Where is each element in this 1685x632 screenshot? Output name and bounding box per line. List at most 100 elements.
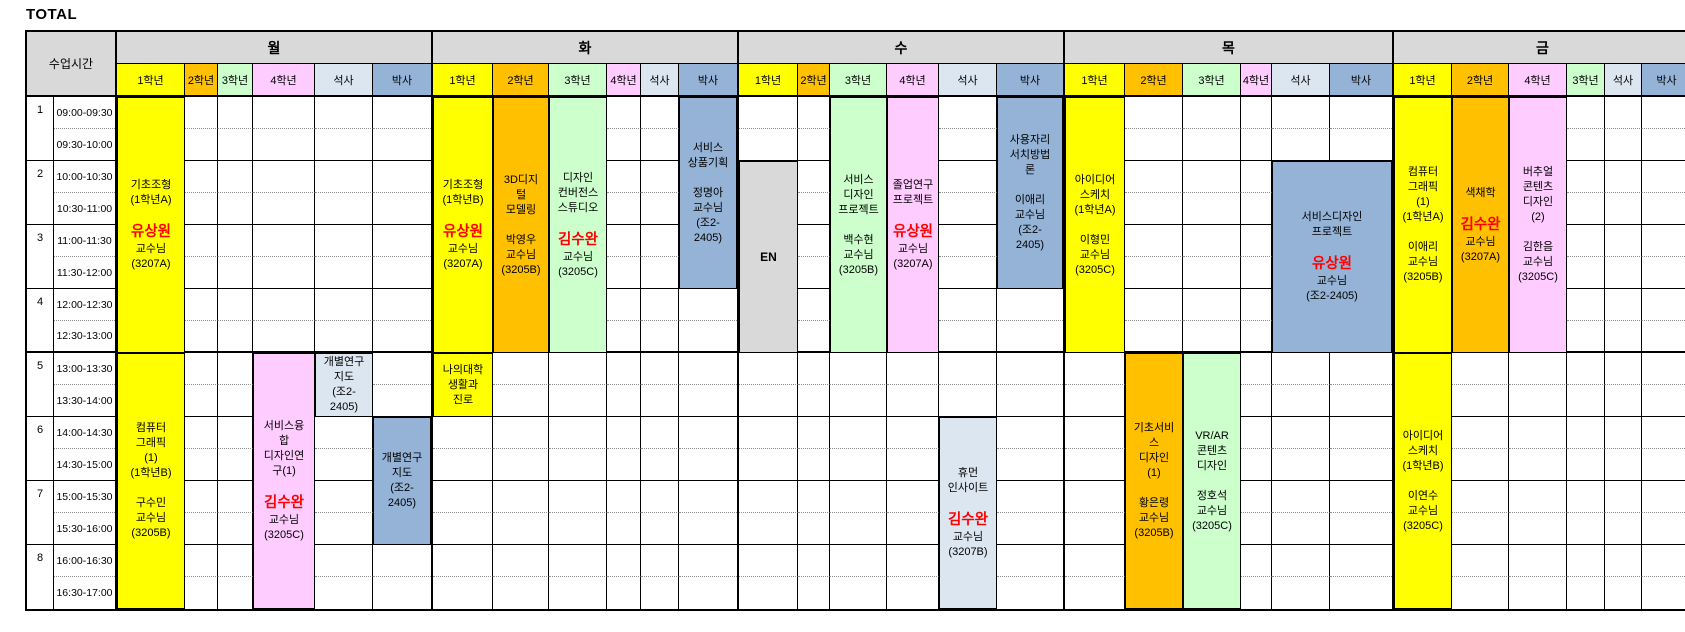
grid-cell <box>1642 289 1685 321</box>
class-block-line: (1학년A) <box>1074 203 1116 216</box>
grid-cell <box>1605 545 1642 577</box>
class-block: EN <box>739 161 798 353</box>
time-slot-label: 15:30-16:00 <box>54 513 115 545</box>
grade-header: 3학년 <box>1183 64 1241 97</box>
grid-cell <box>1452 417 1509 449</box>
class-block-line: (1학년B) <box>1402 459 1444 472</box>
grade-header: 석사 <box>641 64 679 97</box>
grid-cell <box>1125 129 1183 161</box>
grid-cell <box>373 257 431 289</box>
grid-cell <box>887 545 939 577</box>
time-slot-label: 09:30-10:00 <box>54 129 115 161</box>
class-block-line: (3205C) <box>1403 519 1443 532</box>
class-block-line: (3207A) <box>893 258 933 270</box>
grade-header: 박사 <box>1642 64 1685 97</box>
grid-cell <box>549 353 607 385</box>
class-block-line <box>998 178 1062 193</box>
grid-cell <box>739 385 798 417</box>
time-slot-label: 13:00-13:30 <box>54 353 115 385</box>
class-block-line: (3205C) <box>1075 263 1115 276</box>
grid-cell <box>679 353 737 385</box>
grid-cell <box>315 545 373 577</box>
grid-cell <box>1330 97 1392 129</box>
grid-cell <box>798 577 830 609</box>
grid-cell <box>1452 449 1509 481</box>
grid-cell <box>433 481 493 513</box>
grid-cell <box>798 545 830 577</box>
grid-cell <box>798 385 830 417</box>
grid-cell <box>798 225 830 257</box>
professor-name: 김수완 <box>557 231 599 248</box>
grid-cell <box>1183 225 1241 257</box>
grade-header: 1학년 <box>117 64 185 97</box>
grid-cell <box>1605 577 1642 609</box>
class-block-line: 2405) <box>693 231 723 244</box>
grid-cell <box>549 545 607 577</box>
grid-cell <box>641 545 679 577</box>
grade-header: 2학년 <box>1452 64 1509 97</box>
grid-cell <box>315 417 373 449</box>
class-block-line: 합 <box>278 435 290 447</box>
class-block-line: (3205C) <box>264 529 304 541</box>
grid-cell <box>607 225 641 257</box>
grid-cell <box>641 513 679 545</box>
class-block-line <box>1453 201 1508 216</box>
grid-cell <box>185 321 218 353</box>
class-block: 서비스 디자인 프로젝트 백수현 교수님 (3205B) <box>830 97 887 353</box>
class-block-line: 교수님 <box>1407 504 1439 517</box>
grid-cell <box>1605 97 1642 129</box>
grid-cell <box>218 577 253 609</box>
time-column-header: 수업시간 <box>27 32 115 97</box>
class-block: 휴먼 인사이트 김수완 교수님 (3207B) <box>939 417 997 609</box>
grid-cell <box>185 353 218 385</box>
timetable-grid: 수업시간 1 09:00-09:30 09:30-10:00 2 10:00-10:30 1… <box>25 30 1685 611</box>
grid-cell <box>1567 193 1605 225</box>
grid-cell <box>887 513 939 545</box>
class-block-line: 황은령 <box>1138 497 1170 509</box>
grid-cell <box>315 481 373 513</box>
grid-cell <box>1241 385 1272 417</box>
grade-header: 2학년 <box>1125 64 1183 97</box>
grid-cell <box>218 321 253 353</box>
grid-cell <box>1605 385 1642 417</box>
period-number: 7 <box>27 481 54 545</box>
grid-cell <box>887 353 939 385</box>
grid-cell <box>1642 257 1685 289</box>
grid-cell <box>493 577 549 609</box>
class-block-line: 교수님 <box>1316 275 1348 287</box>
grid-cell <box>739 353 798 385</box>
grid-cell <box>939 193 997 225</box>
class-block-line: 프로젝트 <box>892 194 934 206</box>
class-block: 개별연구 지도 (조2- 2405) <box>315 353 373 417</box>
class-block-line: 졸업연구 <box>892 179 934 191</box>
class-block-line: 서비스융 <box>263 420 305 432</box>
class-block-line: 지도 <box>333 371 355 383</box>
class-block-line <box>940 496 996 511</box>
class-block-line <box>888 208 938 223</box>
day-group-4: 목 1학년 2학년 3학년 4학년 석사 박사 아이디어 스케치 (1학년A) 이형민 교수님 (320… <box>1065 32 1394 609</box>
day-header: 금 <box>1394 32 1685 64</box>
professor-name: 김수완 <box>947 512 989 528</box>
grid-cell <box>433 513 493 545</box>
grid-cell <box>1605 225 1642 257</box>
grid-cell <box>607 97 641 129</box>
grid-cell <box>1330 449 1392 481</box>
grid-cell <box>1241 289 1272 321</box>
grid-cell <box>798 289 830 321</box>
grid-cell <box>493 353 549 385</box>
class-block-line: 디자인 <box>843 188 874 201</box>
class-block: 서비스 상품기획 정명아 교수님 (조2- 2405) <box>679 97 737 289</box>
grid-cell <box>1452 353 1509 385</box>
grid-cell <box>1272 129 1330 161</box>
grid-cell <box>1330 481 1392 513</box>
class-block-line: (1) <box>1416 196 1430 208</box>
grid-cell <box>218 193 253 225</box>
class-block-line: 백수현 <box>843 233 874 246</box>
grid-cell <box>218 449 253 481</box>
grid-cell <box>739 481 798 513</box>
class-block-line: (3207A) <box>131 258 171 270</box>
grid-cell <box>607 353 641 385</box>
class-block-line <box>118 208 184 223</box>
class-block-line: 디자인연 <box>263 450 305 462</box>
